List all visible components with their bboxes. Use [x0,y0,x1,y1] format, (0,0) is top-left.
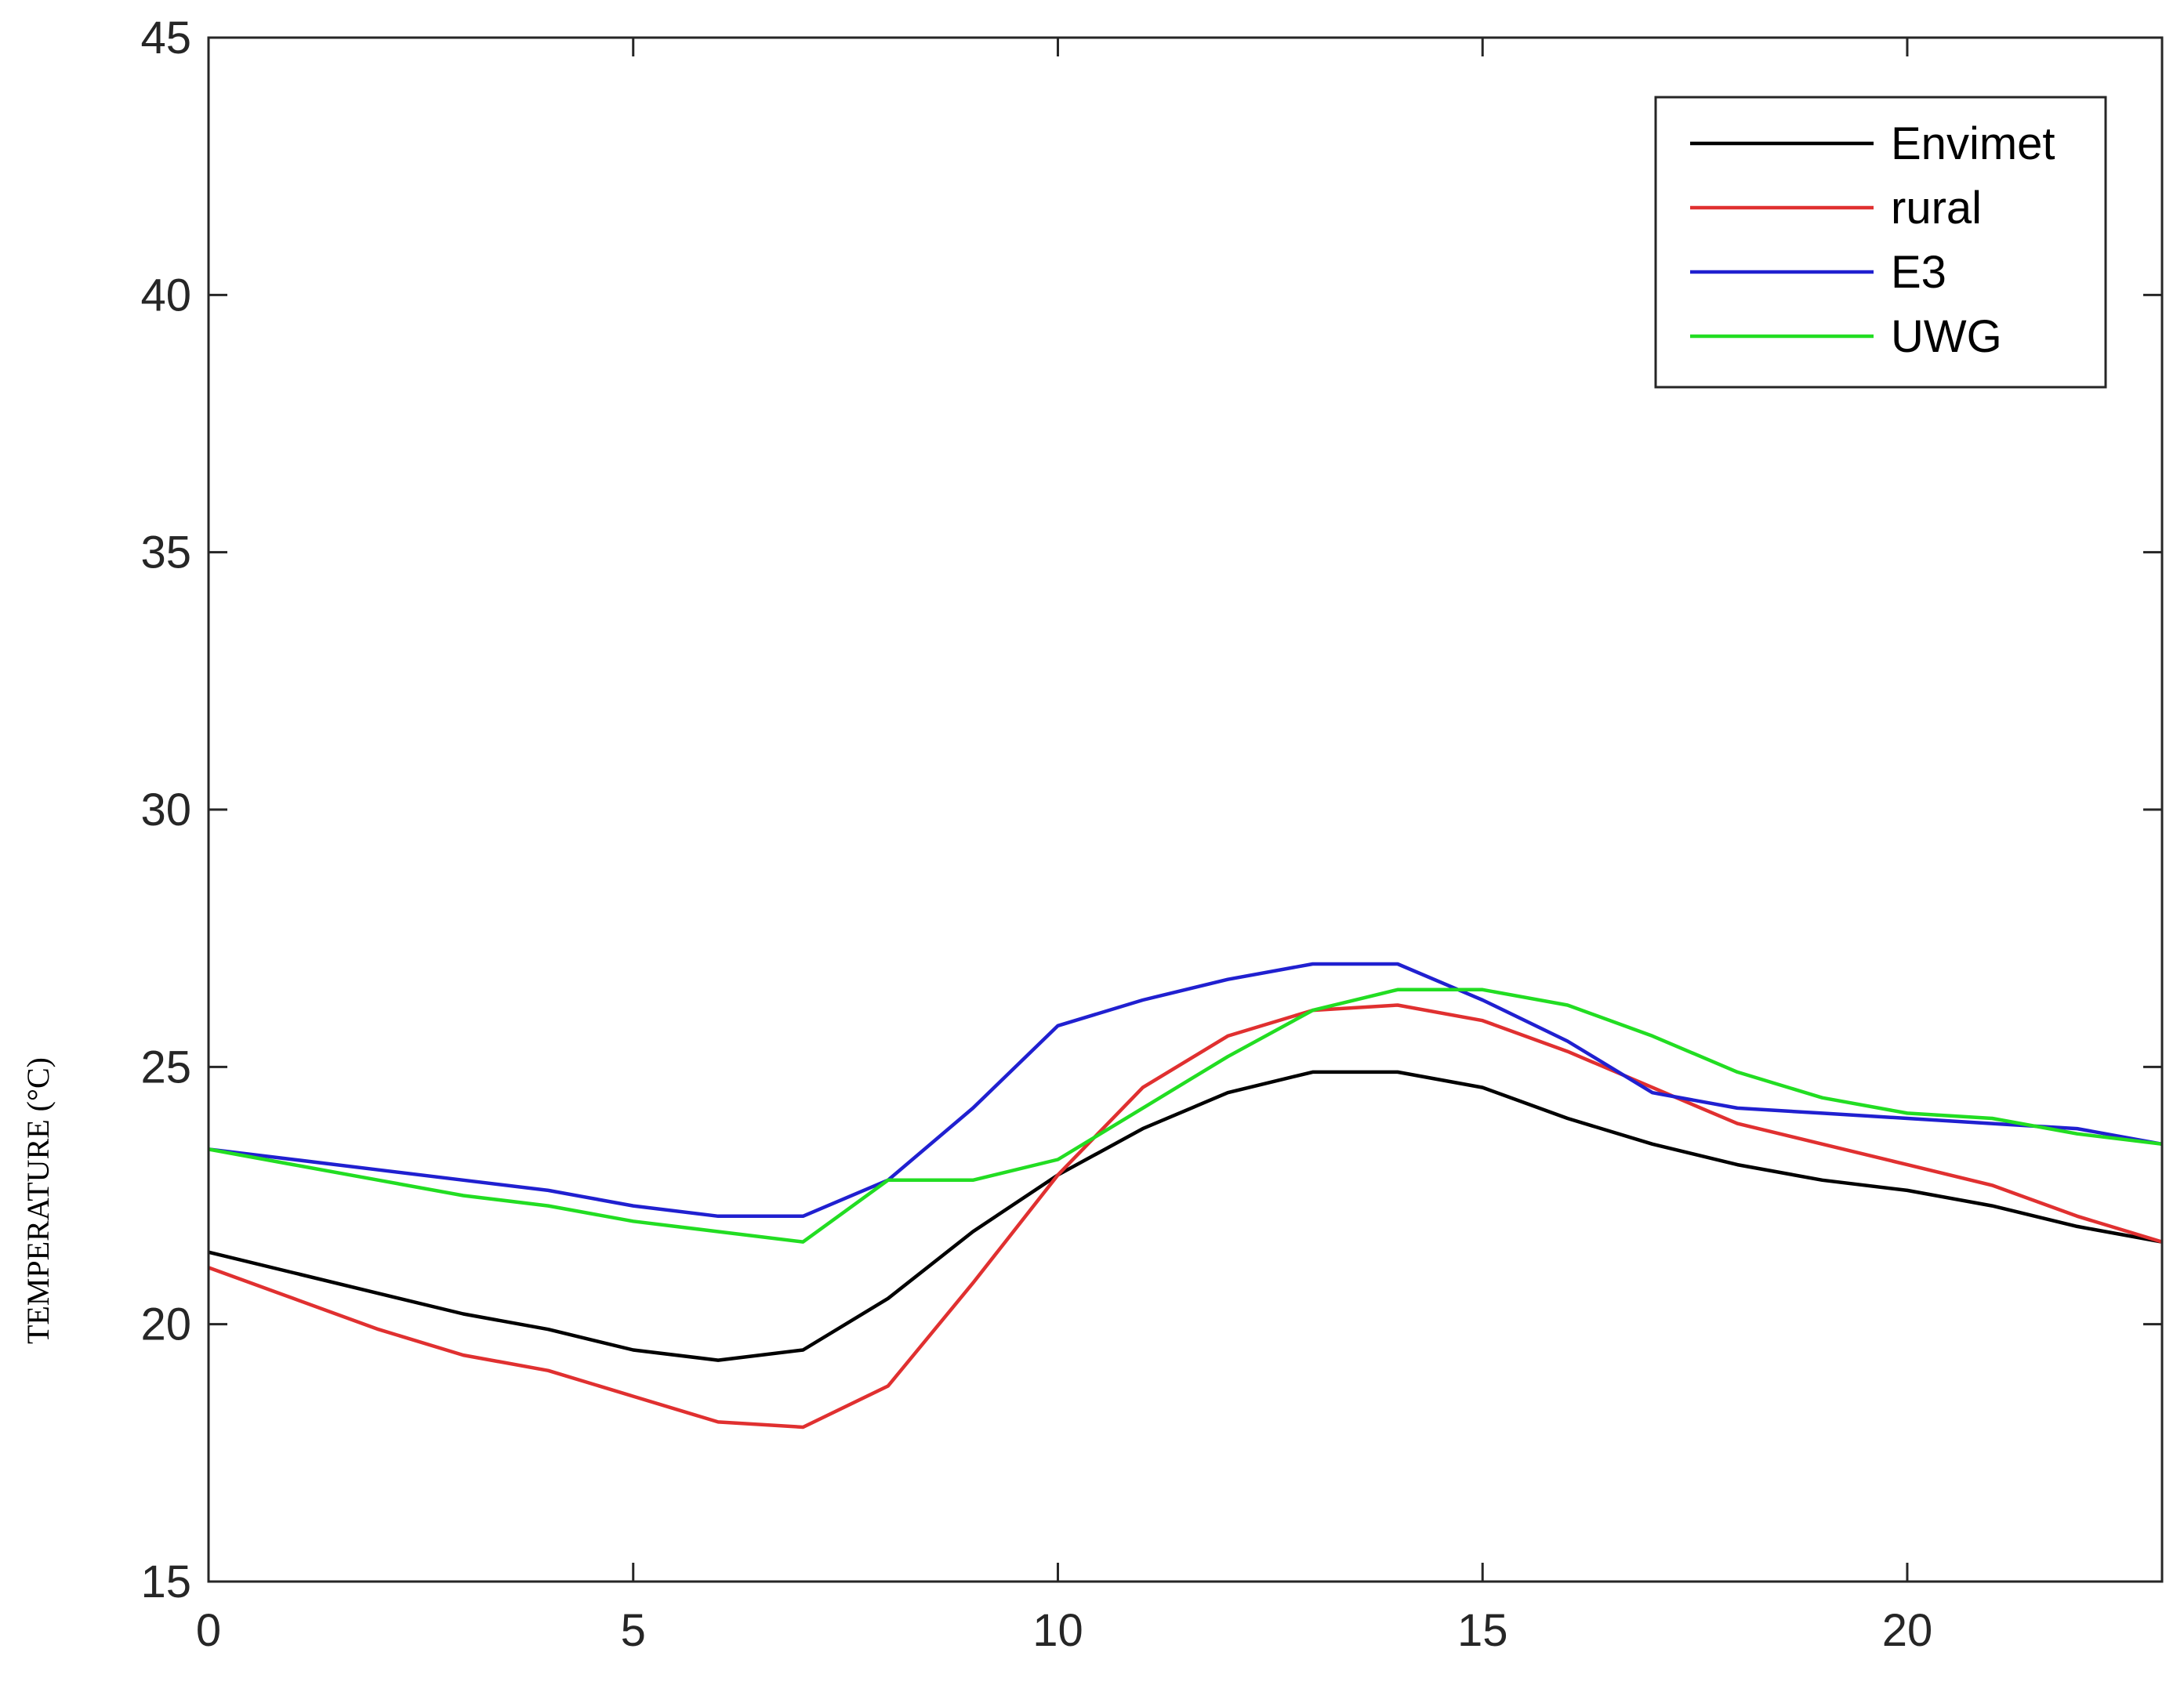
legend-label-rural: rural [1891,183,1982,234]
y-tick-label: 20 [140,1299,191,1350]
y-tick-label: 40 [140,270,191,321]
x-tick-label: 15 [1457,1605,1508,1656]
x-tick-label: 20 [1882,1605,1933,1656]
y-axis-label: TEMPERATURE (°C) [20,1057,56,1344]
legend: Envimet rural E3 UWG [1654,96,2107,389]
legend-box [1654,96,2107,389]
series-line-rural [208,1003,2163,1430]
x-tick-label: 10 [1032,1605,1083,1656]
axes-layer: 0 5 10 15 20 15 20 25 30 35 40 45 [140,13,2164,1656]
y-tick-label: 15 [140,1556,191,1607]
x-tick-label: 0 [196,1605,221,1656]
y-tick-label: 30 [140,785,191,835]
series-line-e3 [208,962,2163,1219]
series-layer [208,962,2163,1430]
legend-label-uwg: UWG [1891,311,2002,362]
legend-label-e3: E3 [1891,247,1946,298]
y-tick-label: 45 [140,13,191,63]
x-tick-label: 5 [621,1605,646,1656]
series-line-uwg [208,987,2163,1244]
series-line-envimet [208,1070,2163,1362]
y-tick-label: 25 [140,1042,191,1093]
legend-label-envimet: Envimet [1891,118,2055,169]
y-tick-label: 35 [140,527,191,578]
